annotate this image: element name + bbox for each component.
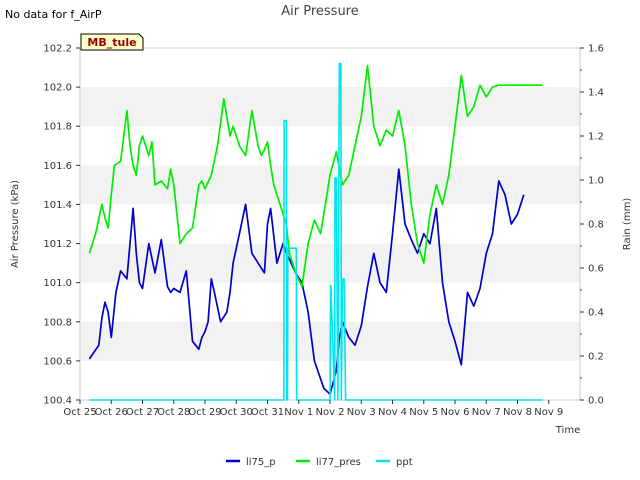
- x-tick-label: Nov 3: [347, 407, 376, 418]
- y-tick-label: 100.4: [43, 396, 72, 407]
- y2-tick-label: 0.0: [588, 396, 604, 407]
- y2-axis-label: Rain (mm): [622, 198, 633, 251]
- y2-tick-label: 0.6: [588, 264, 604, 275]
- y-axis-label: Air Pressure (kPa): [10, 180, 21, 268]
- y2-tick-label: 1.4: [588, 88, 604, 99]
- x-tick-label: Nov 2: [315, 407, 344, 418]
- y2-tick-label: 1.0: [588, 176, 604, 187]
- y2-tick-label: 1.2: [588, 132, 604, 143]
- x-tick-label: Oct 27: [126, 407, 159, 418]
- legend: li75_p li77_pres ppt: [226, 457, 413, 468]
- y-tick-label: 101.2: [43, 239, 72, 250]
- x-tick-label: Oct 29: [188, 407, 221, 418]
- x-tick-label: Oct 25: [63, 407, 96, 418]
- x-tick-label: Oct 26: [95, 407, 128, 418]
- series-layer: [88, 62, 543, 401]
- x-axis-label: Time: [555, 425, 580, 436]
- y2-tick-label: 0.2: [588, 352, 604, 363]
- x-tick-label: Nov 6: [440, 407, 469, 418]
- y-tick-label: 102.0: [43, 83, 72, 94]
- y2-tick-label: 1.6: [588, 44, 604, 55]
- y-tick-label: 100.8: [43, 317, 72, 328]
- y-tick-label: 102.2: [43, 44, 72, 55]
- no-data-note: No data for f_AirP: [5, 8, 102, 21]
- series-line-li75_p: [88, 168, 525, 395]
- y-tick-label: 101.0: [43, 278, 72, 289]
- y-tick-label: 101.8: [43, 122, 72, 133]
- x-tick-label: Nov 1: [284, 407, 313, 418]
- series-line-ppt: [89, 62, 543, 401]
- station-label-box: MB_tule: [80, 33, 144, 51]
- x-tick-label: Oct 28: [157, 407, 190, 418]
- x-tick-label: Nov 9: [534, 407, 563, 418]
- legend-label-li75_p: li75_p: [246, 457, 276, 468]
- x-tick-label: Nov 4: [378, 407, 407, 418]
- grid-band: [80, 87, 580, 127]
- legend-label-li77_pres: li77_pres: [316, 457, 361, 468]
- y2-tick-label: 0.4: [588, 308, 604, 319]
- y-tick-label: 101.4: [43, 200, 72, 211]
- x-tick-label: Nov 7: [472, 407, 501, 418]
- legend-label-ppt: ppt: [396, 457, 413, 468]
- grid-band: [80, 243, 580, 283]
- x-tick-label: Nov 5: [409, 407, 438, 418]
- y2-tick-label: 0.8: [588, 220, 604, 231]
- y-tick-label: 100.6: [43, 356, 72, 367]
- x-tick-label: Nov 8: [503, 407, 532, 418]
- chart-title: Air Pressure: [281, 4, 359, 19]
- x-tick-label: Oct 31: [251, 407, 284, 418]
- y-tick-label: 101.6: [43, 161, 72, 172]
- x-tick-label: Oct 30: [220, 407, 253, 418]
- station-label: MB_tule: [87, 36, 136, 49]
